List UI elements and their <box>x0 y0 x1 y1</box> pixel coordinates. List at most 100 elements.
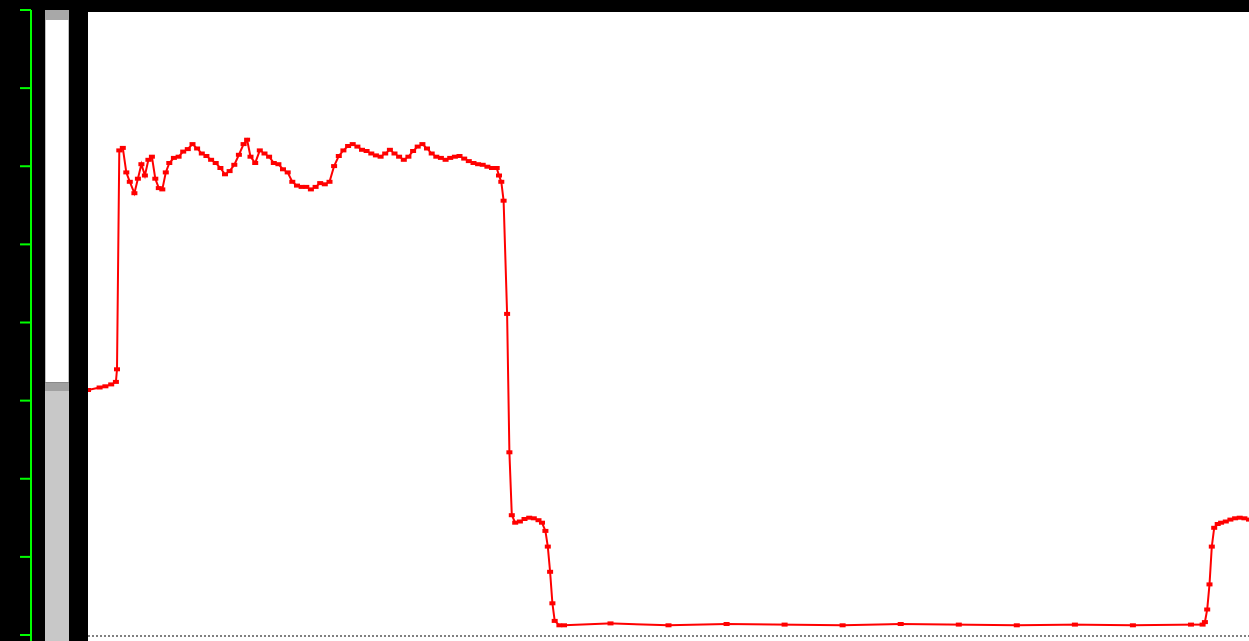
trace-point <box>484 164 491 169</box>
trace-point <box>504 311 511 316</box>
plot-area <box>88 12 1249 641</box>
trace-point <box>1236 515 1243 520</box>
trace-point <box>1211 525 1218 530</box>
vertical-scale-axis <box>20 9 32 641</box>
trace-point <box>194 146 201 151</box>
trace-point <box>217 166 224 170</box>
trace-point <box>539 520 545 525</box>
trace-point <box>368 151 375 156</box>
trace-point <box>437 155 444 160</box>
trace-point <box>386 147 393 152</box>
trace-point <box>294 183 300 188</box>
trace-point <box>391 151 398 156</box>
trace-point <box>424 146 430 151</box>
trace-point <box>270 161 277 165</box>
meter-fill-handle[interactable] <box>45 383 69 391</box>
trace-point <box>189 142 196 147</box>
trace-point <box>166 161 173 165</box>
trace-point <box>231 162 238 167</box>
trace-point <box>126 179 133 184</box>
trace-point <box>1227 517 1234 522</box>
trace-point <box>549 601 556 606</box>
trace-point <box>526 515 533 520</box>
trace-point <box>123 170 130 175</box>
trace-point <box>544 544 551 549</box>
trace-point <box>303 184 310 189</box>
trace-point <box>96 385 103 390</box>
trace-point <box>112 379 119 384</box>
trace-point <box>456 154 463 158</box>
trace-point <box>280 167 286 172</box>
trace-point <box>396 154 403 159</box>
trace-point <box>723 622 730 626</box>
trace-point <box>134 176 141 181</box>
trace-point <box>414 144 421 149</box>
trace-point <box>496 173 502 178</box>
trace-point <box>138 162 145 167</box>
trace-point <box>203 154 210 158</box>
trace-point <box>326 179 333 184</box>
trace-point <box>155 186 162 191</box>
trace-point <box>542 528 549 533</box>
trace-point <box>354 144 361 149</box>
trace-point <box>363 149 370 153</box>
trace-group <box>88 137 1249 628</box>
trace-point <box>289 179 296 184</box>
trace-point <box>400 157 407 162</box>
trace-point <box>284 170 291 175</box>
trace-point <box>479 162 486 167</box>
trace-point <box>162 170 169 175</box>
trace-point <box>317 181 324 186</box>
trace-point <box>119 145 126 150</box>
trace-point <box>433 154 440 159</box>
trace-point <box>447 155 454 160</box>
trace-point <box>226 169 233 174</box>
trace-point <box>1204 607 1211 612</box>
trace-point <box>312 184 319 189</box>
trace-point <box>261 151 268 156</box>
trace-point <box>410 149 417 153</box>
trace-point <box>244 137 251 142</box>
trace-point <box>561 623 567 628</box>
trace-point <box>1188 622 1194 627</box>
trace-point <box>419 142 426 147</box>
trace-point <box>349 142 356 147</box>
trace-point <box>1246 517 1249 522</box>
trace-point <box>428 151 435 156</box>
trace-point <box>340 148 347 153</box>
trace-point <box>240 142 247 147</box>
trace-point <box>465 159 472 164</box>
trace-point <box>198 151 205 156</box>
meter-cap <box>45 10 69 20</box>
trace-point <box>275 162 282 167</box>
trace-point <box>530 516 537 521</box>
trace-point <box>1232 516 1239 521</box>
trace-point <box>335 154 342 158</box>
trace-point <box>321 182 328 187</box>
trace-point <box>382 151 389 156</box>
trace-point <box>897 622 904 626</box>
trace-point <box>535 518 542 523</box>
trace-point <box>145 157 152 162</box>
trace-point <box>377 154 384 159</box>
trace-point <box>442 157 449 162</box>
trace-point <box>252 161 259 165</box>
trace-point <box>1013 623 1020 628</box>
trace-point <box>222 172 228 177</box>
trace-point <box>1208 544 1215 549</box>
trace-line <box>88 137 1249 627</box>
trace-point <box>556 623 563 628</box>
trace-point <box>307 187 314 192</box>
trace-point <box>489 166 495 170</box>
trace-point <box>1206 582 1213 587</box>
trace-point <box>114 367 120 372</box>
trace-point <box>235 152 242 157</box>
trace-point <box>1071 622 1078 627</box>
trace-point <box>1129 623 1136 628</box>
trace-point <box>170 155 177 160</box>
trace-point <box>152 176 159 181</box>
trace-point <box>372 153 379 158</box>
trace-point <box>331 164 338 169</box>
trace-point <box>839 623 846 628</box>
level-meter[interactable] <box>43 10 71 641</box>
